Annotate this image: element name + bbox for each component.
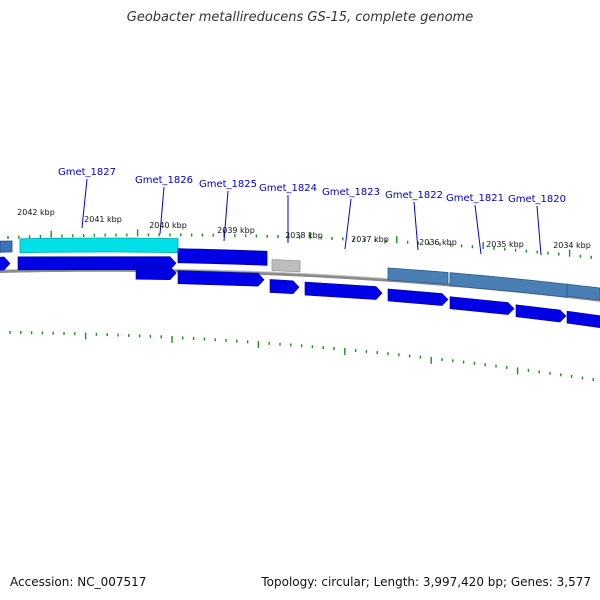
label-leader-lines: [81, 178, 542, 256]
kbp-labels: 2042 kbp 2041 kbp 2040 kbp 2039 kbp 2038 kbp…: [17, 208, 591, 250]
cds-arrow: [566, 310, 600, 329]
gene-label-Gmet_1822: Gmet_1822: [385, 190, 443, 201]
leader-line-Gmet_1822: [413, 201, 419, 251]
leader-line-Gmet_1820: [536, 205, 542, 256]
feature-block-left-edge: [0, 240, 13, 253]
kbp-label: 2042 kbp: [17, 208, 55, 217]
gene-labels: Gmet_1827 Gmet_1826 Gmet_1825 Gmet_1824 Gmet…: [58, 167, 566, 205]
cds-arrow: [177, 270, 265, 287]
tick-marks: [7, 229, 594, 382]
kbp-label: 2034 kbp: [553, 241, 591, 250]
feature-block-Gmet_1827: [19, 237, 179, 254]
feature-block-Gmet_1822: [387, 267, 449, 285]
kbp-label: 2041 kbp: [84, 215, 122, 224]
cds-arrow: [304, 281, 383, 300]
gene-label-Gmet_1820: Gmet_1820: [508, 194, 566, 205]
kbp-label: 2038 kbp: [285, 231, 323, 240]
kbp-label: 2039 kbp: [217, 226, 255, 235]
gene-label-Gmet_1824: Gmet_1824: [259, 183, 317, 194]
leader-line-Gmet_1826: [159, 186, 165, 235]
kbp-label: 2036 kbp: [419, 238, 457, 247]
leader-line-Gmet_1827: [81, 178, 88, 229]
cds-arrow: [515, 304, 567, 323]
map-title: Geobacter metallireducens GS-15, complet…: [126, 10, 474, 25]
gene-label-Gmet_1821: Gmet_1821: [446, 193, 504, 204]
topology-text: Topology: circular; Length: 3,997,420 bp…: [261, 575, 591, 589]
gene-label-Gmet_1826: Gmet_1826: [135, 175, 193, 186]
accession-text: Accession: NC_007517: [10, 575, 147, 589]
feature-block-Gmet_1824: [271, 259, 301, 273]
feature-block-Gmet_1821: [449, 272, 568, 298]
leader-line-Gmet_1825: [223, 190, 229, 242]
kbp-label: 2035 kbp: [486, 240, 524, 249]
leader-line-Gmet_1823: [344, 198, 352, 250]
cds-arrow: [269, 279, 300, 295]
gene-label-Gmet_1825: Gmet_1825: [199, 179, 257, 190]
feature-block-Gmet_1820: [566, 283, 600, 301]
cds-arrow: [135, 265, 177, 280]
leader-line-Gmet_1821: [474, 204, 482, 255]
kbp-label: 2040 kbp: [149, 221, 187, 230]
kbp-label: 2037 kbp: [351, 235, 389, 244]
gene-label-Gmet_1823: Gmet_1823: [322, 187, 380, 198]
cds-arrow: [387, 288, 449, 306]
cds-arrow: [449, 296, 515, 315]
gene-label-Gmet_1827: Gmet_1827: [58, 167, 116, 178]
feature-blocks: [0, 237, 600, 329]
feature-block-Gmet_1825: [177, 248, 268, 266]
cds-arrow: [0, 256, 11, 271]
